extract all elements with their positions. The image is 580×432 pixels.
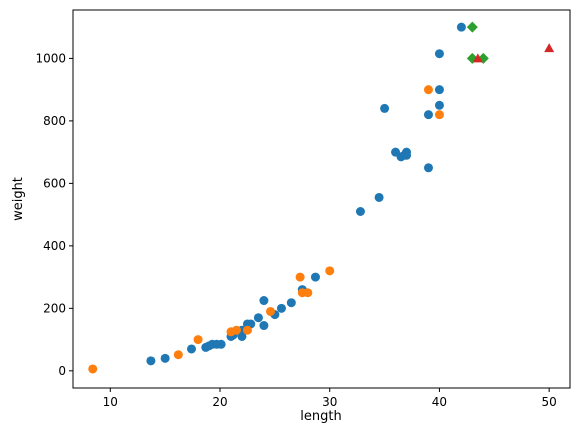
y-tick-label: 200 — [43, 301, 66, 315]
data-point-series-1 — [355, 206, 365, 216]
data-point-series-1 — [423, 163, 433, 173]
x-tick-label: 30 — [322, 395, 337, 409]
plot-area — [72, 9, 571, 389]
data-point-series-1 — [216, 339, 226, 349]
y-axis-label: weight — [11, 177, 26, 221]
data-point-series-1 — [434, 49, 444, 59]
data-point-series-1 — [434, 100, 444, 110]
data-point-series-2 — [231, 325, 241, 335]
data-point-series-2 — [325, 266, 335, 276]
data-point-series-1 — [310, 272, 320, 282]
data-point-series-2 — [303, 288, 313, 298]
data-point-series-1 — [380, 103, 390, 113]
data-point-series-2 — [265, 306, 275, 316]
x-tick-label: 40 — [432, 395, 447, 409]
x-tick-label: 50 — [542, 395, 557, 409]
data-point-series-1 — [286, 298, 296, 308]
data-point-series-2 — [88, 364, 98, 374]
y-tick-label: 0 — [58, 364, 66, 378]
x-axis-label: length — [300, 409, 341, 424]
data-point-series-1 — [276, 303, 286, 313]
data-point-series-2 — [173, 350, 183, 360]
data-point-series-1 — [423, 110, 433, 120]
y-axis-ticks: 0 200 400 600 800 1000 — [35, 51, 73, 378]
data-point-series-1 — [186, 344, 196, 354]
data-point-series-1 — [434, 85, 444, 95]
data-point-series-1 — [402, 150, 412, 160]
data-point-series-1 — [146, 356, 156, 366]
data-point-series-3 — [466, 21, 478, 33]
data-point-series-4 — [544, 43, 555, 53]
x-tick-label: 20 — [212, 395, 227, 409]
y-tick-label: 800 — [43, 114, 66, 128]
data-point-series-2 — [193, 335, 203, 345]
data-point-series-1 — [237, 331, 247, 341]
data-point-series-2 — [295, 272, 305, 282]
data-point-series-1 — [253, 313, 263, 323]
data-point-series-2 — [434, 110, 444, 120]
data-point-series-1 — [259, 296, 269, 306]
data-point-series-1 — [259, 321, 269, 331]
x-tick-label: 10 — [103, 395, 118, 409]
data-point-series-1 — [374, 192, 384, 202]
data-point-series-2 — [242, 325, 252, 335]
data-point-series-2 — [423, 85, 433, 95]
data-point-series-4 — [472, 53, 483, 63]
y-tick-label: 400 — [43, 239, 66, 253]
data-point-series-1 — [456, 22, 466, 32]
y-tick-label: 600 — [43, 176, 66, 190]
data-points — [88, 21, 555, 374]
x-axis-ticks: 10 20 30 40 50 — [103, 388, 557, 409]
data-point-series-1 — [160, 353, 170, 363]
y-tick-label: 1000 — [35, 51, 66, 65]
